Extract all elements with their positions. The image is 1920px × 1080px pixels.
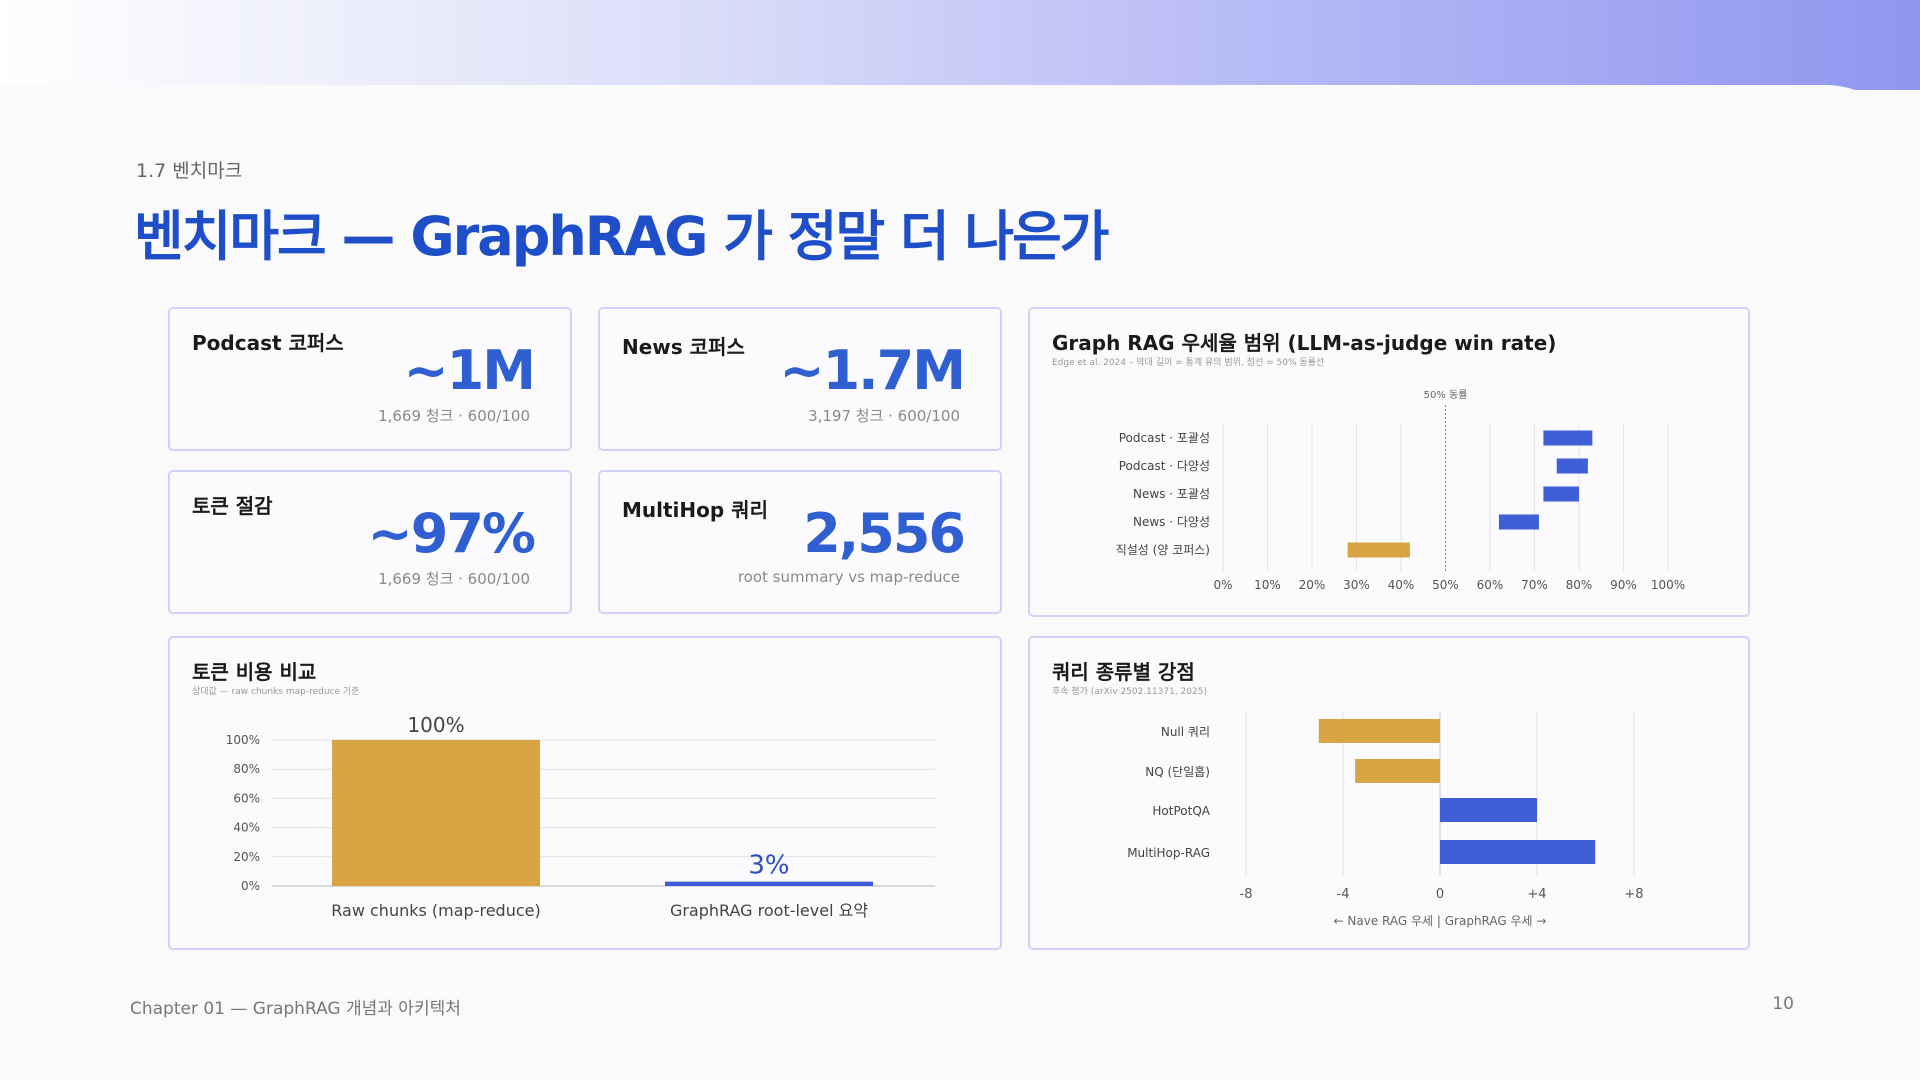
x-tick-label: -8 (1240, 887, 1253, 902)
x-tick-label: +4 (1527, 887, 1546, 902)
stat-card-multihop: MultiHop 쿼리 2,556 root summary vs map-re… (598, 470, 1002, 614)
category-label: Podcast · 다양성 (1119, 459, 1210, 473)
data-label: 100% (407, 713, 464, 737)
y-tick-label: 60% (233, 791, 260, 805)
x-tick-label: 40% (1388, 578, 1415, 592)
stat-label: 토큰 절감 (192, 494, 273, 518)
category-label: News · 포괄성 (1133, 487, 1210, 501)
stat-card-token-saving: 토큰 절감 ~97% 1,669 청크 · 600/100 (168, 470, 572, 614)
chart-subtitle: 상대값 — raw chunks map-reduce 기준 (192, 687, 360, 697)
range-bar (1498, 514, 1539, 530)
stat-value: ~1.7M (779, 339, 966, 402)
x-tick-label: -4 (1337, 887, 1350, 902)
winrate-chart: 0% 10% 20% 30% 40% 50% 60% 70% 80% 90% 100% 50% 동률 P… (1116, 389, 1685, 592)
range-bar (1543, 486, 1579, 502)
x-tick-label: 20% (1299, 578, 1326, 592)
range-bar (1347, 542, 1410, 558)
category-label: Raw chunks (map-reduce) (331, 901, 540, 920)
stat-value: ~1M (403, 339, 536, 402)
bar (1355, 759, 1440, 783)
query-type-chart-card: 쿼리 종류별 강점 후속 평가 (arXiv 2502.11371, 2025)… (1028, 636, 1750, 950)
x-axis-label: ← Nave RAG 우세 | GraphRAG 우세 → (1334, 914, 1547, 928)
x-tick-label: 60% (1477, 578, 1504, 592)
x-tick-label: 100% (1651, 578, 1685, 592)
page-title: 벤치마크 — GraphRAG 가 정말 더 나은가 (134, 205, 1109, 268)
x-tick-label: +8 (1624, 887, 1643, 902)
x-tick-label: 0% (1213, 578, 1232, 592)
x-tick-label: 80% (1566, 578, 1593, 592)
bar (1440, 840, 1596, 864)
bar (665, 881, 873, 886)
category-label: Null 쿼리 (1161, 725, 1210, 739)
category-label: News · 다양성 (1133, 515, 1210, 529)
x-tick-label: 70% (1521, 578, 1548, 592)
y-tick-label: 100% (226, 733, 260, 747)
category-label: 직설성 (양 코퍼스) (1116, 543, 1210, 557)
token-cost-chart: 0% 20% 40% 60% 80% 100% 100% Raw chunks (map-re… (226, 713, 935, 920)
footer-chapter: Chapter 01 — GraphRAG 개념과 아키텍처 (130, 999, 461, 1019)
x-tick-label: 90% (1610, 578, 1637, 592)
stat-subtext: 1,669 청크 · 600/100 (378, 407, 530, 425)
stat-card-news: News 코퍼스 ~1.7M 3,197 청크 · 600/100 (598, 307, 1002, 451)
stat-subtext: 1,669 청크 · 600/100 (378, 570, 530, 588)
y-tick-label: 0% (241, 879, 260, 893)
bar (332, 740, 540, 886)
range-bar (1543, 430, 1593, 446)
category-label: MultiHop-RAG (1127, 846, 1210, 860)
chart-subtitle: Edge et al. 2024 – 막대 길이 = 통계 유의 범위, 점선 … (1052, 358, 1325, 368)
section-label: 1.7 벤치마크 (136, 160, 243, 182)
category-label: Podcast · 포괄성 (1119, 431, 1210, 445)
query-type-chart: -8 -4 0 +4 +8 Null 쿼리 NQ (단일홉) HotPotQA MultiHop… (1127, 712, 1644, 928)
data-label: 3% (748, 851, 789, 881)
chart-subtitle: 후속 평가 (arXiv 2502.11371, 2025) (1052, 687, 1207, 697)
stat-subtext: 3,197 청크 · 600/100 (808, 407, 960, 425)
category-label: GraphRAG root-level 요약 (670, 901, 868, 920)
stat-value: 2,556 (803, 502, 966, 565)
token-cost-chart-card: 토큰 비용 비교 상대값 — raw chunks map-reduce 기준 … (168, 636, 1002, 950)
category-label: HotPotQA (1152, 804, 1210, 818)
category-label: NQ (단일홉) (1145, 765, 1210, 779)
chart-title: Graph RAG 우세율 범위 (LLM-as-judge win rate) (1052, 331, 1557, 355)
bar (1440, 798, 1537, 822)
chart-title: 쿼리 종류별 강점 (1052, 660, 1195, 684)
winrate-chart-card: Graph RAG 우세율 범위 (LLM-as-judge win rate)… (1028, 307, 1750, 617)
stat-label: MultiHop 쿼리 (622, 498, 768, 522)
stat-label: News 코퍼스 (622, 335, 745, 359)
y-tick-label: 80% (233, 762, 260, 776)
page-number: 10 (1772, 994, 1794, 1014)
stat-card-podcast: Podcast 코퍼스 ~1M 1,669 청크 · 600/100 (168, 307, 572, 451)
stat-label: Podcast 코퍼스 (192, 331, 344, 355)
x-tick-label: 50% (1432, 578, 1459, 592)
header-gradient-band (0, 0, 1920, 90)
x-tick-label: 30% (1343, 578, 1370, 592)
y-tick-label: 40% (233, 821, 260, 835)
stat-value: ~97% (367, 502, 536, 565)
stat-subtext: root summary vs map-reduce (737, 568, 960, 586)
y-tick-label: 20% (233, 850, 260, 864)
x-tick-label: 10% (1254, 578, 1281, 592)
chart-title: 토큰 비용 비교 (192, 660, 317, 684)
reference-label: 50% 동률 (1424, 389, 1468, 401)
bar (1318, 719, 1440, 743)
range-bar (1556, 458, 1588, 474)
x-tick-label: 0 (1436, 887, 1444, 902)
